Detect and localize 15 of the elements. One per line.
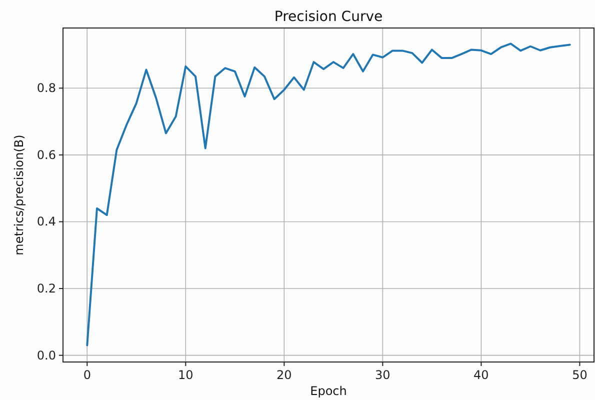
y-axis-title: metrics/precision(B) [12, 134, 26, 256]
line-series [86, 42, 571, 346]
y-tick-label: 0.0 [36, 348, 56, 362]
x-tick-label: 50 [572, 368, 588, 382]
y-tick-label: 0.2 [36, 282, 56, 296]
x-tick-label: 20 [276, 368, 292, 382]
x-axis-title: Epoch [310, 384, 347, 398]
y-tick-label: 0.8 [36, 81, 56, 96]
x-tick-label: 0 [83, 368, 91, 382]
y-tick-label: 0.4 [36, 214, 56, 229]
y-tick-label: 0.6 [36, 148, 56, 162]
x-tick-label: 30 [375, 368, 390, 382]
chart-title: Precision Curve [274, 9, 383, 25]
x-tick-label: 10 [178, 368, 194, 382]
x-tick-label: 40 [474, 368, 489, 382]
